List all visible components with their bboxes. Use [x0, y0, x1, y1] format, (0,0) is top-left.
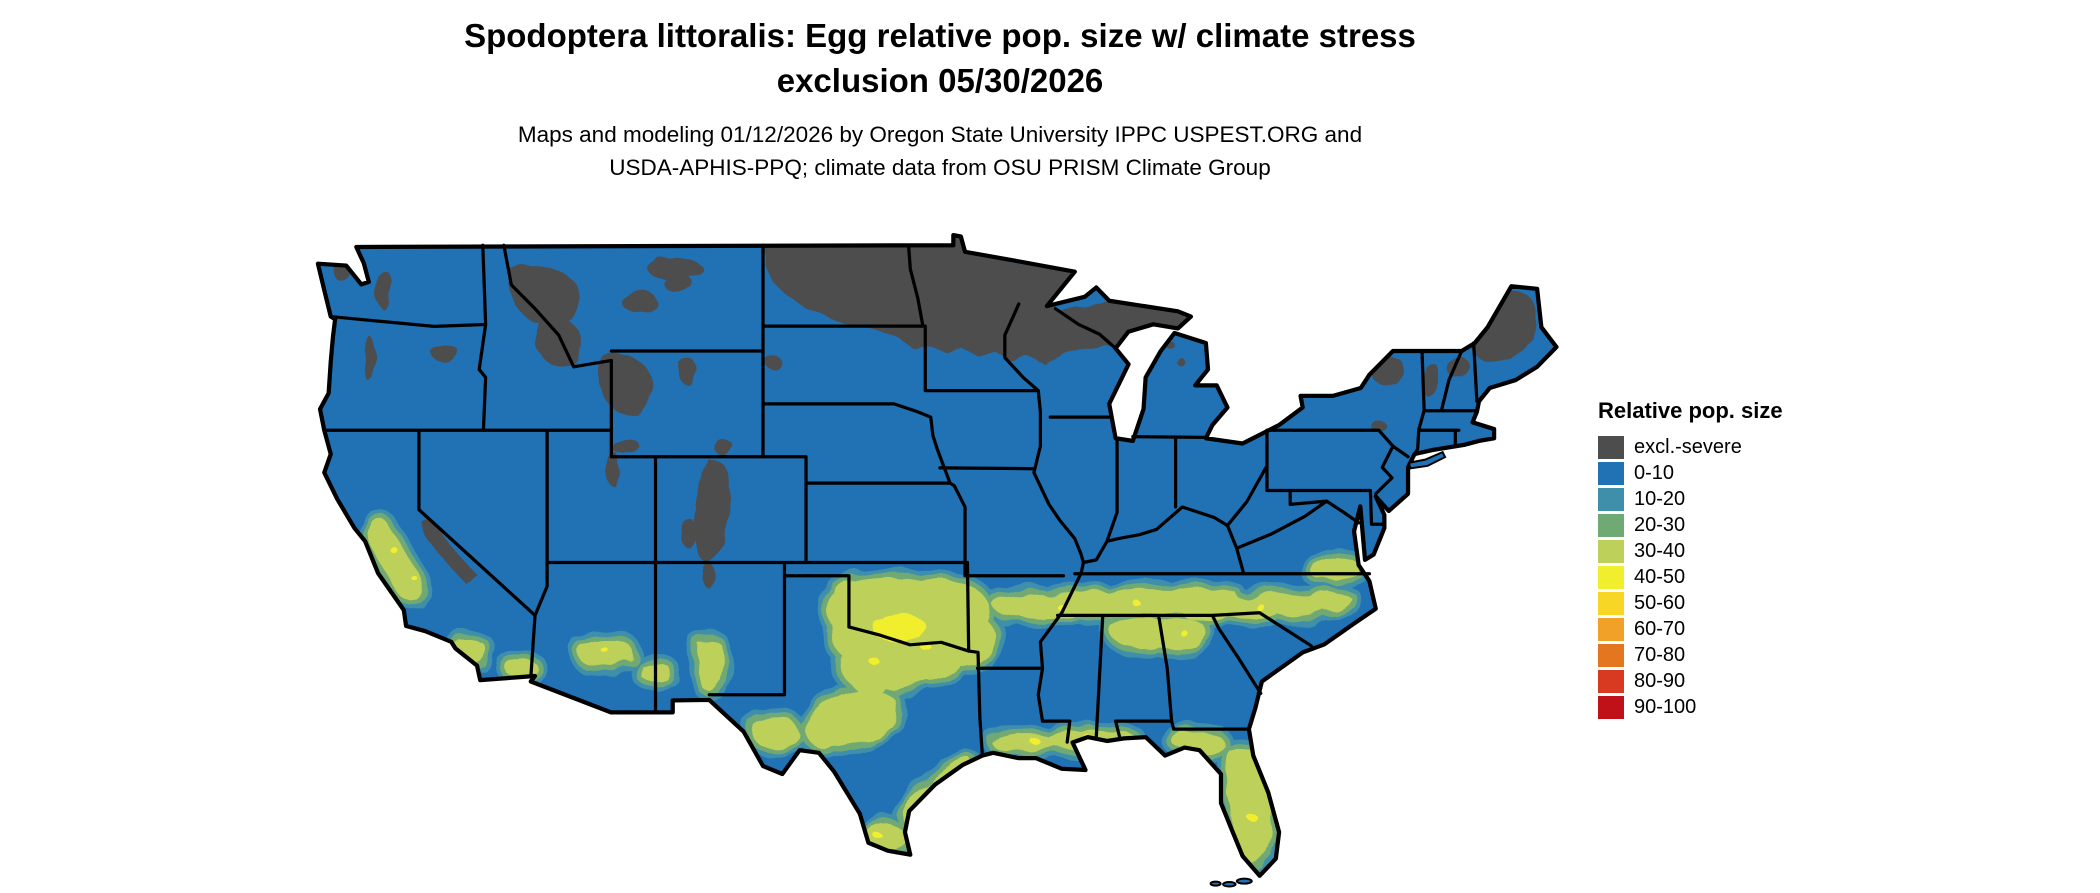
legend-label: excl.-severe — [1634, 436, 1742, 458]
legend-item: 0-10 — [1598, 460, 1858, 486]
legend-label: 40-50 — [1634, 566, 1686, 588]
florida-keys — [1209, 880, 1222, 887]
map-subtitle-line2: USDA-APHIS-PPQ; climate data from OSU PR… — [609, 154, 1271, 180]
legend-swatch-excl-severe — [1598, 435, 1624, 459]
state-borders — [322, 243, 1479, 758]
legend-item: 50-60 — [1598, 590, 1858, 616]
map-area — [311, 232, 1559, 893]
legend-label: 10-20 — [1634, 488, 1686, 510]
legend-swatch-30-40 — [1598, 539, 1624, 563]
map-subtitle-line1: Maps and modeling 01/12/2026 by Oregon S… — [517, 122, 1363, 148]
legend: Relative pop. size excl.-severe 0-10 10-… — [1598, 398, 1858, 720]
us-outline — [315, 232, 1559, 878]
legend-swatch-50-60 — [1598, 591, 1624, 615]
map-subtitle: Maps and modeling 01/12/2026 by Oregon S… — [0, 119, 1880, 184]
exclusion-areas — [333, 235, 1537, 588]
legend-title: Relative pop. size — [1598, 398, 1783, 423]
long-island — [1407, 450, 1447, 470]
legend-label: 90-100 — [1634, 696, 1697, 718]
legend-label: 20-30 — [1634, 514, 1686, 536]
legend-item: 90-100 — [1598, 694, 1858, 720]
legend-label: 60-70 — [1634, 618, 1686, 640]
legend-item: 70-80 — [1598, 642, 1858, 668]
legend-swatch-60-70 — [1598, 617, 1624, 641]
legend-swatch-0-10 — [1598, 461, 1624, 485]
legend-item: 10-20 — [1598, 486, 1858, 512]
legend-swatch-90-100 — [1598, 695, 1624, 719]
legend-swatch-80-90 — [1598, 669, 1624, 693]
legend-swatch-10-20 — [1598, 487, 1624, 511]
map-title-line2: exclusion 05/30/2026 — [776, 61, 1104, 99]
legend-swatch-20-30 — [1598, 513, 1624, 537]
map-title-line1: Spodoptera littoralis: Egg relative pop.… — [464, 17, 1416, 54]
legend-swatch-40-50 — [1598, 565, 1624, 589]
legend-item: 60-70 — [1598, 616, 1858, 642]
legend-label: 50-60 — [1634, 592, 1686, 614]
legend-label: 0-10 — [1634, 462, 1675, 484]
legend-label: 80-90 — [1634, 670, 1686, 692]
band-specks-40-50 — [389, 546, 1264, 840]
legend-swatch-70-80 — [1598, 643, 1624, 667]
legend-label: 70-80 — [1634, 644, 1686, 666]
us-map — [315, 232, 1559, 888]
legend-item: 80-90 — [1598, 668, 1858, 694]
legend-item: 30-40 — [1598, 538, 1858, 564]
florida-keys — [1235, 877, 1253, 885]
legend-item: excl.-severe — [1598, 434, 1858, 460]
florida-keys — [1222, 881, 1237, 888]
legend-item: 40-50 — [1598, 564, 1858, 590]
population-bands — [368, 519, 1361, 865]
legend-item: 20-30 — [1598, 512, 1858, 538]
title-block: Spodoptera littoralis: Egg relative pop.… — [0, 14, 1880, 184]
islands — [1209, 450, 1447, 888]
legend-label: 30-40 — [1634, 540, 1686, 562]
map-title: Spodoptera littoralis: Egg relative pop.… — [0, 14, 1880, 103]
